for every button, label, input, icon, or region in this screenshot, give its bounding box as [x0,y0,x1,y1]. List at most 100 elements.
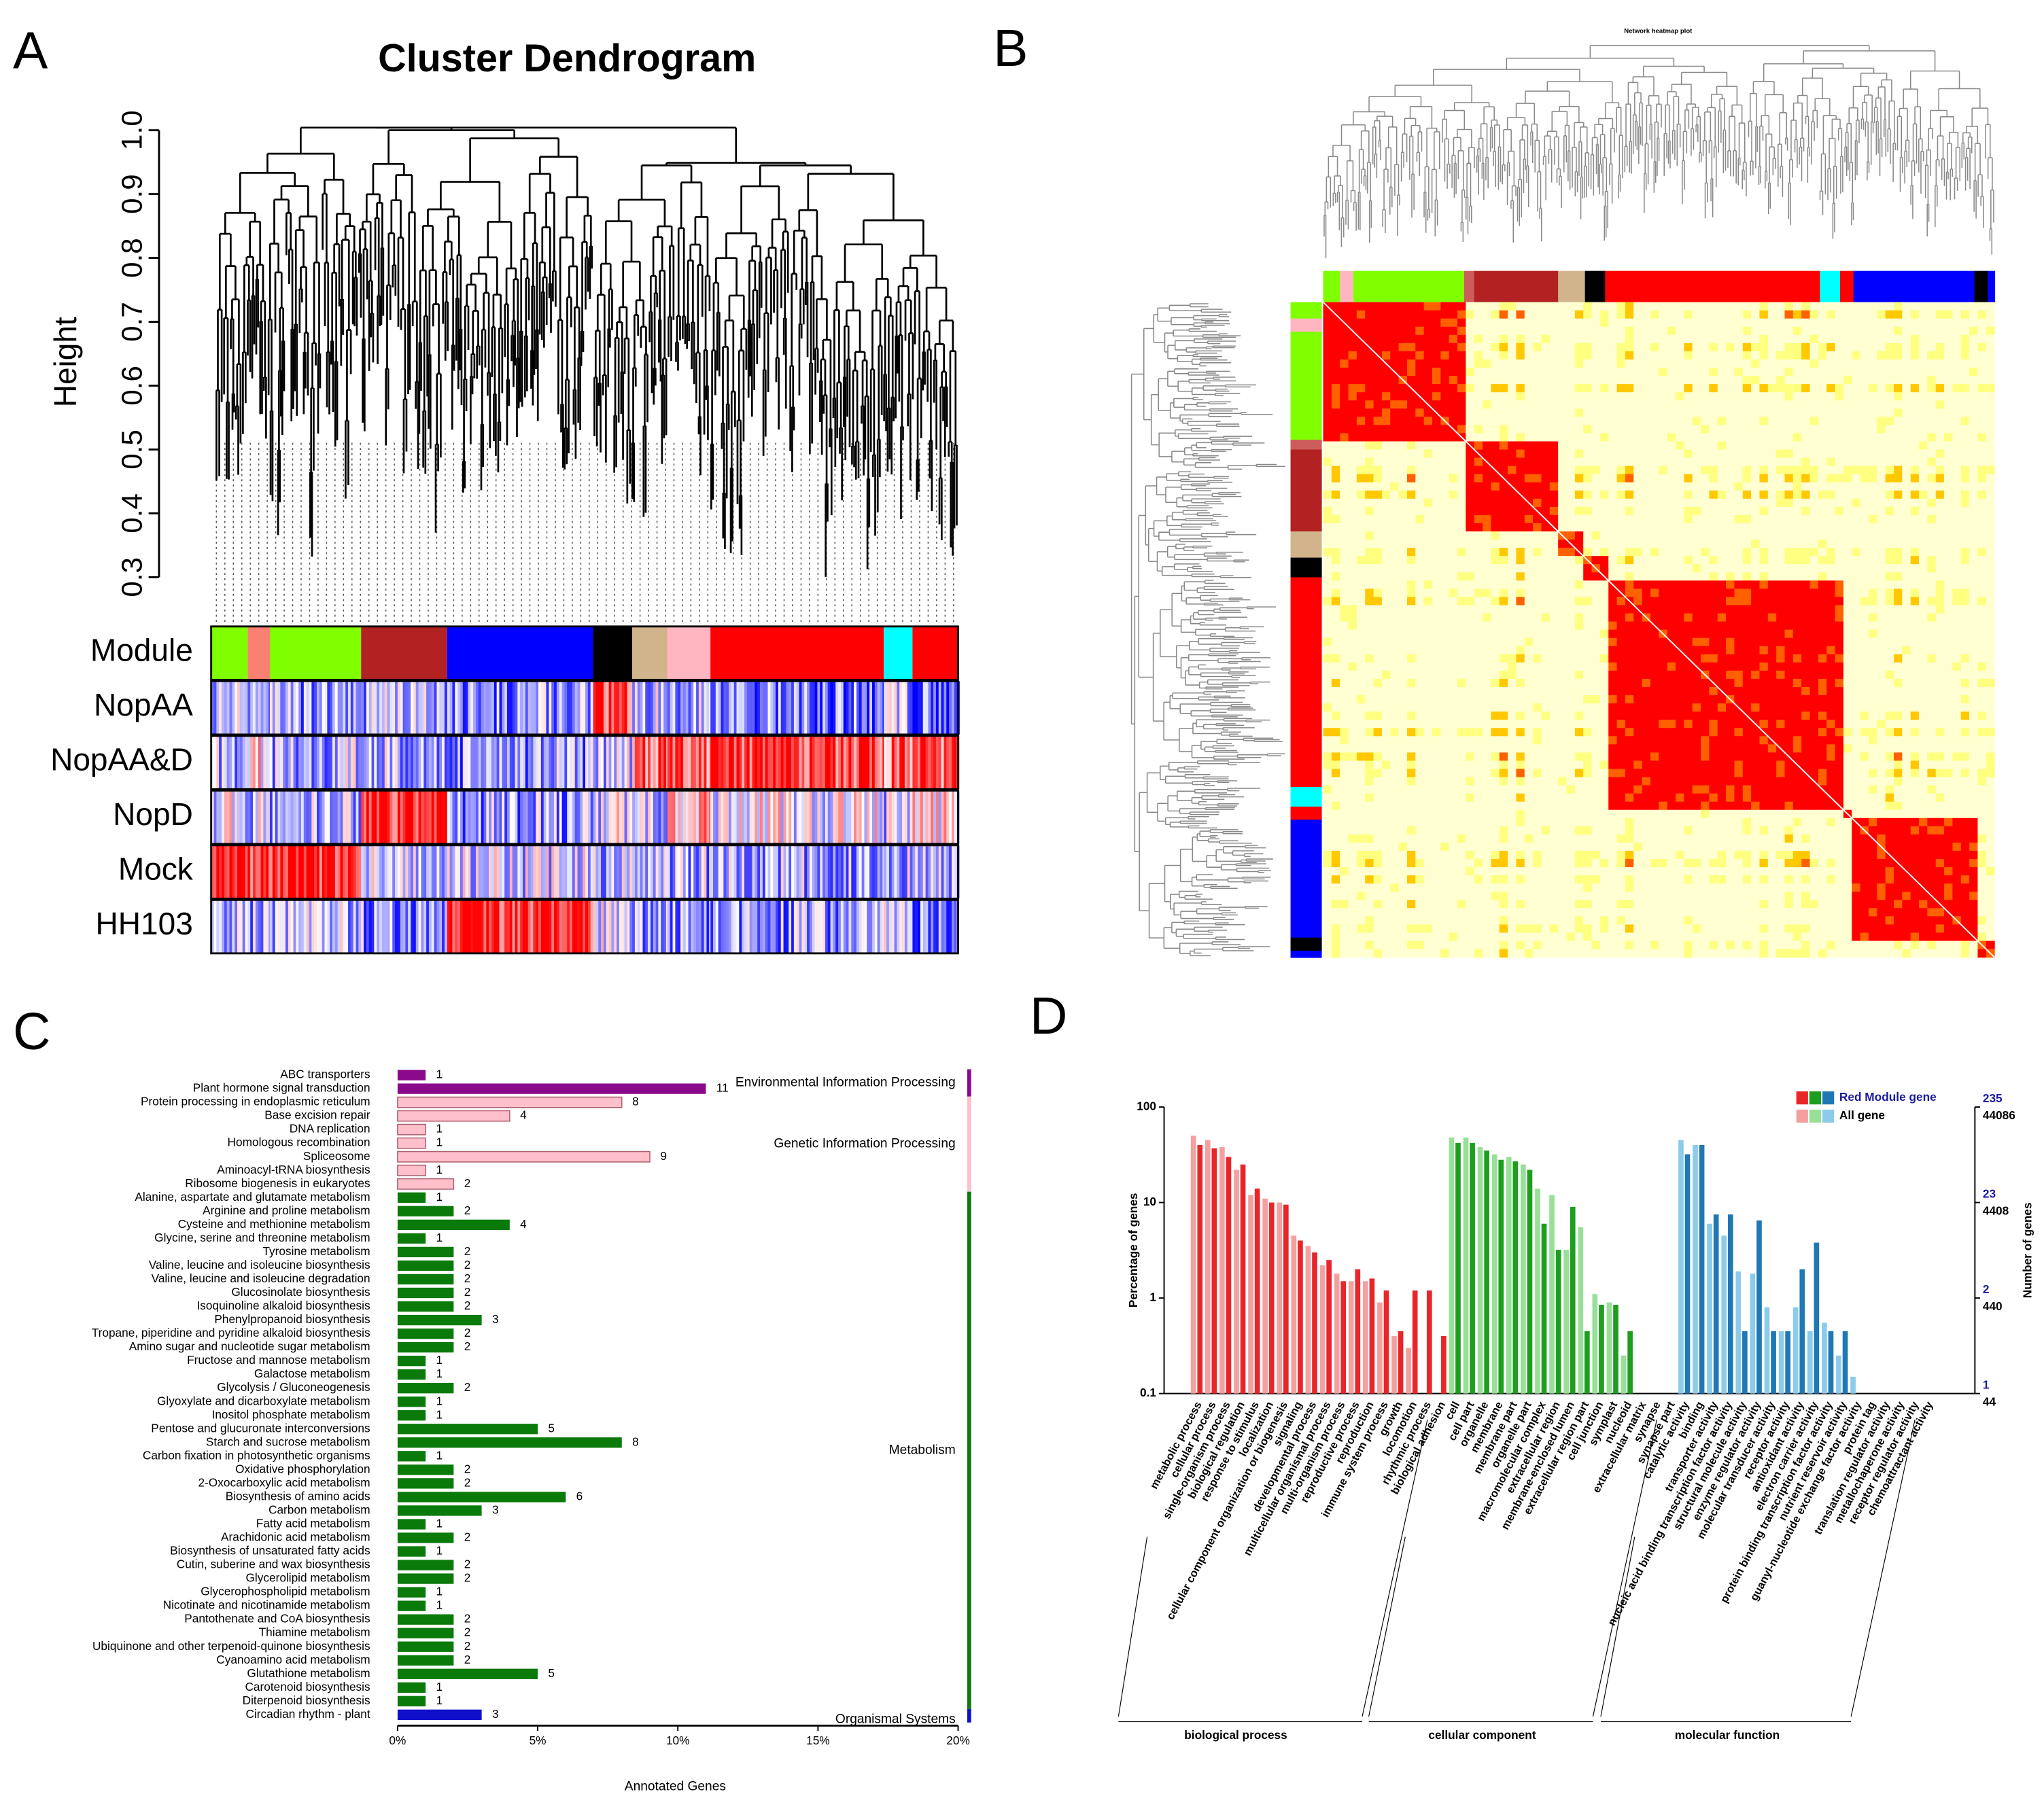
trait-strip [838,900,842,953]
trait-strip [543,900,547,953]
trait-strip [536,681,539,735]
heatmap-cell [1969,334,1979,344]
trait-strip [624,735,627,790]
heatmap-cell [1701,310,1710,319]
heatmap-cell [1591,343,1601,352]
trait-strip [590,845,593,899]
heatmap-cell [1902,310,1911,319]
trait-strip [561,681,565,735]
trait-strip [653,735,657,790]
trait-strip [506,790,510,844]
heatmap-cell [1449,318,1458,328]
trait-strip [653,790,657,844]
trait-strip [897,900,900,953]
heatmap-cell [1809,302,1819,311]
trait-strip [559,900,562,953]
trait-strip [598,900,602,953]
trait-strip [567,845,570,899]
module-color [1820,270,1841,302]
trait-strip [411,845,414,899]
trait-strip [324,900,328,953]
heatmap-cell [1466,343,1475,352]
trait-strip [869,790,873,844]
trait-strip [760,900,763,953]
trait-strip [506,845,510,899]
heatmap-cell [1734,310,1744,319]
trait-strip [515,845,518,899]
trait-strip [263,845,266,899]
trait-strip [696,845,699,899]
heatmap-cell [1860,302,1869,311]
trait-strip [564,681,568,735]
trait-strip [392,735,396,790]
trait-strip [337,845,341,899]
heatmap-cell [1944,343,1953,352]
trait-strip [334,845,339,899]
trait-strip [350,735,354,790]
heatmap-cell [1566,343,1576,352]
trait-strip [486,790,489,844]
trait-strip [661,845,664,899]
y-tick-label: 0.9 [116,174,148,214]
trait-strip [311,900,315,953]
trait-strip [540,790,544,844]
trait-strip [848,845,852,899]
trait-strip [330,845,333,899]
heatmap-cell [1826,318,1836,328]
trait-strip [253,845,256,899]
trait-strip [928,900,931,953]
trait-strip [698,845,702,899]
trait-strip [744,681,748,735]
trait-strip [415,681,419,735]
heatmap-cell [1944,318,1953,328]
heatmap-cell [1524,310,1534,319]
trait-strip [778,681,782,735]
trait-strip [721,845,724,899]
trait-strip [817,845,820,899]
trait-strip [910,681,913,735]
trait-strip [621,735,625,790]
trait-strip [614,735,617,790]
trait-strip [384,735,387,790]
trait-strip [533,845,536,899]
trait-strip [496,790,500,844]
trait-strip [504,845,508,899]
trait-strip [874,900,878,953]
trait-strip [377,845,380,899]
trait-strip [894,681,897,735]
trait-strip [907,735,910,790]
trait-strip [954,735,957,790]
heatmap-cell [1944,302,1953,311]
trait-strip [577,681,581,735]
trait-strip [603,735,607,790]
trait-strip [726,845,729,899]
heatmap-cell [1919,343,1928,352]
trait-strip [731,681,735,735]
trait-strip [851,735,854,790]
heatmap-cell [1365,318,1374,328]
heatmap-cell [1474,302,1483,311]
heatmap-cell [1877,310,1886,319]
trait-strip [871,845,876,899]
trait-strip [364,845,367,899]
heatmap-cell [1457,318,1466,328]
trait-strip [755,735,758,790]
module-color [1290,950,1322,958]
heatmap-cell [1843,318,1852,328]
trait-strip [506,900,510,953]
heatmap-cell [1331,302,1340,311]
heatmap-cell [1415,334,1425,344]
trait-strip [509,790,513,844]
trait-strip [742,735,745,790]
trait-strip [701,845,704,899]
trait-strip [442,790,445,844]
trait-strip [698,681,702,735]
heatmap-cell [1524,326,1534,336]
trait-strip [293,790,296,844]
trait-strip [379,845,383,899]
trait-strip [680,845,684,899]
trait-strip [874,845,878,899]
trait-strip [778,900,782,953]
heatmap-cell [1348,318,1357,328]
trait-strip [549,681,552,735]
